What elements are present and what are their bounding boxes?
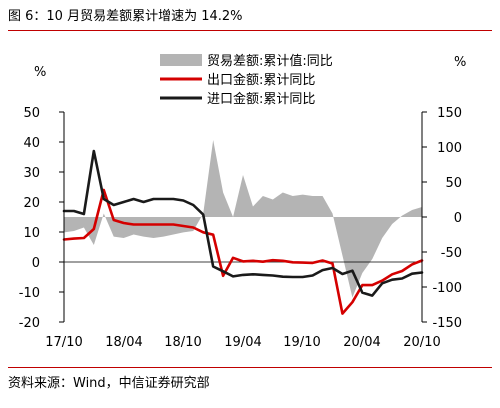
line-series-layer [62,149,424,315]
right-tick-label: -100 [432,281,462,296]
left-tick-label: 50 [23,106,40,121]
series-line-import [62,149,424,297]
figure-title: 图 6：10 月贸易差额累计增速为 14.2% [8,9,243,24]
legend-label: 贸易差额:累计值:同比 [207,53,333,69]
left-tick-label: 0 [32,256,40,271]
source-note: 资料来源：Wind，中信证券研究部 [8,376,210,391]
right-tick-label: 50 [445,176,462,191]
left-tick-label: 20 [23,196,40,211]
left-tick-label: 40 [23,136,40,151]
right-unit-label: % [454,55,466,70]
left-tick-label: 10 [23,226,40,241]
area-series-layer [64,140,422,298]
right-tick-label: 100 [437,141,462,156]
right-tick-label: 0 [454,211,462,226]
legend-label: 进口金额:累计同比 [207,91,315,107]
left-unit-label: % [34,65,46,80]
legend-swatch-trade-balance [160,54,202,66]
series-area-trade-balance [64,140,422,298]
left-tick-label: 30 [23,166,40,181]
series-line-export [62,188,424,315]
source-divider [8,367,492,368]
x-tick-label: 18/04 [105,335,142,350]
title-divider [8,30,492,31]
x-tick-label: 20/04 [343,335,380,350]
x-tick-label: 20/10 [403,335,440,350]
x-tick-label: 19/10 [283,335,320,350]
x-tick-label: 17/10 [45,335,82,350]
right-tick-label: -50 [441,246,462,261]
left-tick-label: -10 [19,286,40,301]
axes-layer: 50403020100-10-20%150100500-50-100-150%1… [19,55,467,350]
x-tick-label: 18/10 [164,335,201,350]
x-tick-label: 19/04 [224,335,261,350]
left-tick-label: -20 [19,316,40,331]
right-tick-label: -150 [432,316,462,331]
right-tick-label: 150 [437,106,462,121]
legend-label: 出口金额:累计同比 [207,72,315,88]
